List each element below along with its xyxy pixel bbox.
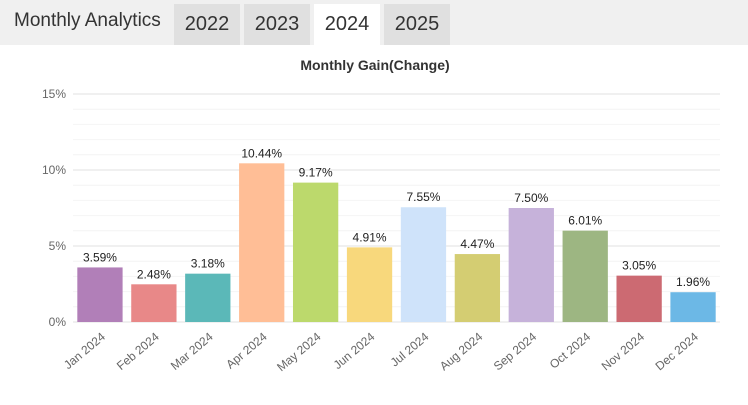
data-label: 1.96%: [676, 275, 710, 289]
data-label: 3.59%: [83, 250, 117, 264]
bar-apr-2024[interactable]: [239, 163, 285, 322]
app-title: Monthly Analytics: [14, 10, 161, 31]
y-tick-label: 10%: [42, 163, 66, 177]
x-tick-label: Mar 2024: [168, 329, 216, 373]
bar-may-2024[interactable]: [292, 182, 339, 322]
data-label: 7.50%: [514, 191, 548, 205]
y-tick-label: 15%: [42, 87, 66, 101]
data-label: 9.17%: [299, 166, 333, 180]
bar-sep-2024[interactable]: [508, 208, 554, 322]
bar-dec-2024[interactable]: [670, 292, 716, 322]
data-label: 2.48%: [137, 267, 171, 281]
x-tick-label: Dec 2024: [653, 329, 702, 373]
data-label: 4.91%: [353, 230, 387, 244]
bar-mar-2024[interactable]: [185, 273, 231, 322]
y-tick-label: 0%: [49, 315, 67, 329]
tab-2022[interactable]: 2022: [174, 4, 240, 45]
bar-jul-2024[interactable]: [400, 207, 447, 322]
x-tick-label: Nov 2024: [599, 329, 648, 373]
x-tick-label: Apr 2024: [223, 329, 270, 371]
x-tick-label: Oct 2024: [547, 329, 594, 371]
chart-area: Monthly Gain(Change) 0% 5% 10% 15% 3.59% 2.4…: [0, 45, 748, 400]
bar-jun-2024[interactable]: [346, 247, 393, 322]
tab-2024[interactable]: 2024: [314, 4, 380, 45]
tab-2025[interactable]: 2025: [384, 4, 450, 45]
x-axis: Jan 2024 Feb 2024 Mar 2024 Apr 2024 May 2024…: [61, 329, 701, 374]
data-label: 3.05%: [622, 259, 656, 273]
x-tick-label: Feb 2024: [114, 329, 162, 373]
x-tick-label: Jun 2024: [331, 329, 378, 372]
bar-oct-2024[interactable]: [562, 230, 608, 322]
bar-feb-2024[interactable]: [131, 284, 177, 322]
data-label: 4.47%: [460, 237, 494, 251]
bar-nov-2024[interactable]: [616, 275, 662, 322]
bar-aug-2024[interactable]: [454, 254, 501, 322]
bar-jan-2024[interactable]: [77, 267, 123, 322]
x-tick-label: Aug 2024: [437, 329, 486, 373]
tab-2023[interactable]: 2023: [244, 4, 310, 45]
x-tick-label: May 2024: [274, 329, 324, 374]
y-tick-label: 5%: [49, 239, 67, 253]
x-tick-label: Jul 2024: [388, 329, 432, 369]
grid-lines: [73, 93, 720, 323]
data-label: 7.55%: [406, 190, 440, 204]
y-axis: 0% 5% 10% 15%: [42, 87, 66, 329]
x-tick-label: Jan 2024: [61, 329, 108, 372]
bars: [77, 163, 716, 322]
data-labels: 3.59% 2.48% 3.18% 10.44% 9.17% 4.91% 7.55% 4.47…: [83, 146, 710, 289]
data-label: 10.44%: [241, 146, 282, 160]
header-bar: Monthly Analytics 2022 2023 2024 2025: [0, 0, 748, 45]
data-label: 3.18%: [191, 257, 225, 271]
x-tick-label: Sep 2024: [491, 329, 540, 373]
bar-chart: Monthly Gain(Change) 0% 5% 10% 15% 3.59% 2.4…: [42, 57, 720, 374]
chart-title: Monthly Gain(Change): [300, 57, 449, 73]
data-label: 6.01%: [568, 214, 602, 228]
